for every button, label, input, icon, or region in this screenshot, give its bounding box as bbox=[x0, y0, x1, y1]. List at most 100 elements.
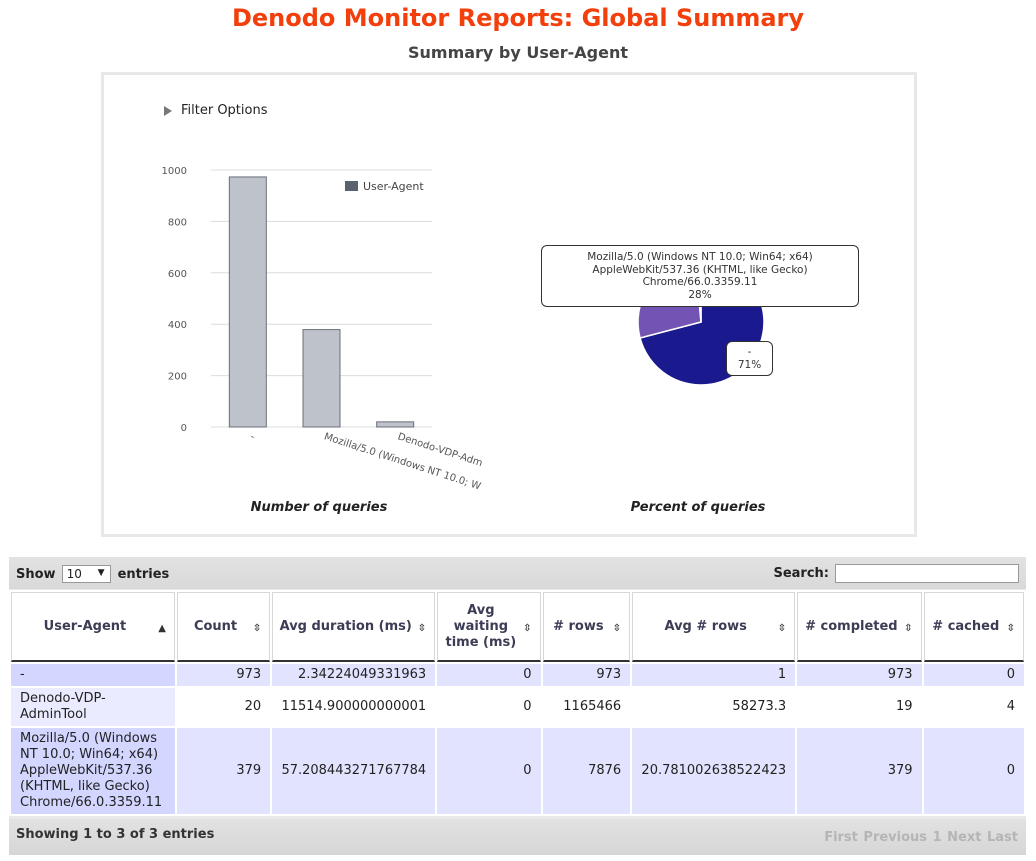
table-footer: Showing 1 to 3 of 3 entries First Previo… bbox=[9, 819, 1026, 855]
table-cell: 1165466 bbox=[542, 688, 631, 726]
table-cell: 973 bbox=[542, 664, 631, 686]
table-row: Mozilla/5.0 (Windows NT 10.0; Win64; x64… bbox=[11, 728, 1024, 814]
table-cell: 58273.3 bbox=[632, 688, 796, 726]
legend-label: User-Agent bbox=[363, 180, 424, 193]
column-header-label: Count bbox=[193, 618, 238, 634]
sort-both-icon: ⇳ bbox=[904, 623, 913, 634]
bar bbox=[302, 329, 341, 428]
filter-options-toggle[interactable]: Filter Options bbox=[164, 103, 268, 118]
column-header-count[interactable]: Count ⇳ bbox=[176, 592, 271, 662]
chevron-down-icon: ▼ bbox=[97, 568, 105, 578]
tooltip-line: 28% bbox=[688, 288, 712, 301]
summary-table: User-Agent ▲ Count ⇳ Avg duration (ms) ⇳ Av… bbox=[9, 590, 1026, 816]
search-input[interactable] bbox=[835, 564, 1019, 583]
sort-ascending-icon: ▲ bbox=[158, 623, 166, 634]
page-title: Denodo Monitor Reports: Global Summary bbox=[231, 4, 805, 32]
summary-table-section: Show 10 ▼ entries Search: User-Agent ▲ Co… bbox=[9, 557, 1026, 855]
column-header-completed[interactable]: # completed ⇳ bbox=[797, 592, 922, 662]
table-cell: 7876 bbox=[542, 728, 631, 814]
entries-label: entries bbox=[117, 566, 170, 582]
page-length-select[interactable]: 10 ▼ bbox=[61, 565, 111, 583]
pie-tooltip-dash: - 71% bbox=[726, 341, 773, 376]
table-cell: 11514.900000000001 bbox=[272, 688, 436, 726]
x-tick-label: - bbox=[249, 431, 256, 443]
column-header-user-agent[interactable]: User-Agent ▲ bbox=[11, 592, 175, 662]
page-length-value: 10 bbox=[66, 567, 82, 581]
tooltip-line: Mozilla/5.0 (Windows NT 10.0; Win64; x64… bbox=[587, 251, 813, 263]
sort-both-icon: ⇳ bbox=[252, 623, 262, 634]
bar-chart-caption: Number of queries bbox=[250, 500, 388, 515]
sort-both-icon: ⇳ bbox=[1006, 623, 1015, 634]
table-cell: 379 bbox=[797, 728, 922, 814]
sort-both-icon: ⇳ bbox=[523, 623, 532, 634]
column-header-label: # cached bbox=[932, 618, 1000, 634]
page-subtitle: Summary by User-Agent bbox=[407, 43, 629, 62]
column-header-label: Avg # rows bbox=[664, 618, 747, 634]
column-header-label: User-Agent bbox=[43, 618, 127, 634]
pie-chart-caption: Percent of queries bbox=[630, 500, 766, 515]
table-cell: - bbox=[11, 664, 175, 686]
table-toolbar: Show 10 ▼ entries Search: bbox=[9, 557, 1026, 589]
y-tick-label: 200 bbox=[168, 372, 187, 383]
tooltip-line: AppleWebKit/537.36 (KHTML, like Gecko) bbox=[592, 263, 808, 276]
table-cell: 973 bbox=[797, 664, 922, 686]
first-page-button[interactable]: First bbox=[824, 830, 858, 845]
table-cell: 0 bbox=[923, 728, 1024, 814]
table-cell: 2.34224049331963 bbox=[272, 664, 436, 686]
pie-tooltip-mozilla: Mozilla/5.0 (Windows NT 10.0; Win64; x64… bbox=[541, 245, 859, 307]
sort-both-icon: ⇳ bbox=[777, 623, 787, 634]
table-cell: 1 bbox=[632, 664, 796, 686]
table-cell: 19 bbox=[797, 688, 922, 726]
y-tick-label: 400 bbox=[168, 320, 187, 331]
search-label: Search: bbox=[773, 566, 829, 581]
expand-arrow-icon bbox=[164, 105, 172, 116]
tooltip-line: Chrome/66.0.3359.11 bbox=[642, 276, 758, 288]
column-header-avg-rows[interactable]: Avg # rows ⇳ bbox=[632, 592, 796, 662]
column-header-cached[interactable]: # cached ⇳ bbox=[923, 592, 1024, 662]
column-header-avg-waiting-time[interactable]: Avg waiting time (ms) ⇳ bbox=[437, 592, 541, 662]
table-cell: Mozilla/5.0 (Windows NT 10.0; Win64; x64… bbox=[11, 728, 175, 814]
search-control: Search: bbox=[773, 564, 1019, 583]
filter-options-label: Filter Options bbox=[181, 103, 268, 118]
table-cell: 973 bbox=[176, 664, 271, 686]
tooltip-line: - bbox=[747, 346, 752, 358]
sort-both-icon: ⇳ bbox=[417, 623, 427, 634]
column-header-label: Avg duration (ms) bbox=[279, 618, 412, 634]
table-cell: 20 bbox=[176, 688, 271, 726]
table-row: - 973 2.34224049331963 0 973 1 973 0 bbox=[11, 664, 1024, 686]
table-cell: 0 bbox=[437, 728, 541, 814]
table-cell: 57.208443271767784 bbox=[272, 728, 436, 814]
last-page-button[interactable]: Last bbox=[986, 830, 1018, 845]
column-header-label: # rows bbox=[553, 618, 604, 634]
previous-page-button[interactable]: Previous bbox=[863, 830, 928, 845]
tooltip-line: 71% bbox=[737, 358, 762, 371]
chart-panel: Filter Options 0 200 400 600 800 1000 - Mozilla… bbox=[101, 72, 917, 537]
table-header-row: User-Agent ▲ Count ⇳ Avg duration (ms) ⇳ Av… bbox=[11, 592, 1024, 662]
table-cell: Denodo-VDP-AdminTool bbox=[11, 688, 175, 726]
bar bbox=[376, 421, 415, 428]
pagination: First Previous 1 Next Last bbox=[823, 830, 1018, 845]
column-header-label: Avg waiting time (ms) bbox=[445, 602, 517, 650]
column-header-avg-duration[interactable]: Avg duration (ms) ⇳ bbox=[272, 592, 436, 662]
next-page-button[interactable]: Next bbox=[947, 830, 982, 845]
table-cell: 0 bbox=[923, 664, 1024, 686]
table-cell: 0 bbox=[437, 688, 541, 726]
table-cell: 0 bbox=[437, 664, 541, 686]
page-1-button[interactable]: 1 bbox=[932, 830, 942, 845]
show-label: Show bbox=[16, 566, 56, 582]
sort-both-icon: ⇳ bbox=[612, 623, 622, 634]
column-header-rows[interactable]: # rows ⇳ bbox=[542, 592, 631, 662]
table-cell: 379 bbox=[176, 728, 271, 814]
y-tick-label: 0 bbox=[181, 423, 187, 434]
page-length-control: Show 10 ▼ entries bbox=[16, 565, 169, 583]
y-tick-label: 600 bbox=[168, 269, 187, 280]
table-row: Denodo-VDP-AdminTool 20 11514.9000000000… bbox=[11, 688, 1024, 726]
table-cell: 4 bbox=[923, 688, 1024, 726]
y-tick-label: 800 bbox=[168, 217, 187, 228]
table-cell: 20.781002638522423 bbox=[632, 728, 796, 814]
table-info: Showing 1 to 3 of 3 entries bbox=[16, 827, 215, 842]
bar bbox=[228, 176, 267, 428]
y-tick-label: 1000 bbox=[162, 166, 187, 177]
column-header-label: # completed bbox=[805, 618, 898, 634]
